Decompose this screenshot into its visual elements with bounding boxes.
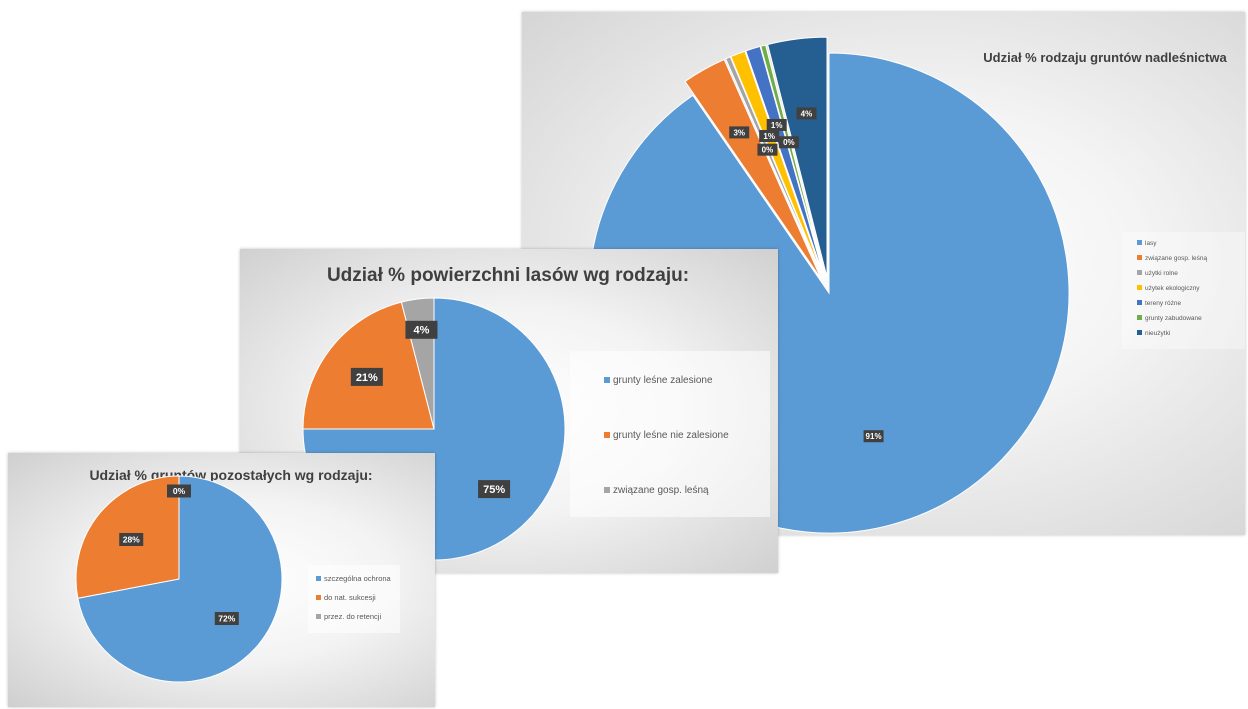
legend-label: grunty leśne zalesione — [613, 375, 713, 386]
legend-item: do nat. sukcesji — [316, 593, 376, 602]
legend-item: związane gosp. leśną — [604, 485, 709, 496]
data-label-box — [405, 320, 438, 339]
legend-item: tereny różne — [1137, 300, 1182, 307]
legend-box — [570, 351, 770, 517]
chart-panel-other-land: Udział % gruntów pozostałych wg rodzaju:… — [8, 453, 435, 707]
legend-item: użytek ekologiczny — [1137, 285, 1200, 292]
data-label: 21% — [350, 367, 383, 386]
data-label-box — [729, 126, 750, 139]
data-label: 72% — [214, 612, 239, 626]
data-label-text: 91% — [866, 432, 882, 441]
legend-swatch — [316, 576, 321, 581]
legend-item: związane gosp. leśną — [1137, 255, 1208, 262]
chart-title: Udział % rodzaju gruntów nadleśnictwa — [983, 50, 1227, 65]
legend-label: związane gosp. leśną — [613, 485, 709, 496]
data-label: 4% — [405, 320, 438, 339]
pie-slice-związane-gosp.-leśną — [684, 58, 822, 280]
legend-swatch — [1137, 285, 1142, 290]
legend-swatch — [604, 377, 610, 383]
legend-box — [1122, 232, 1245, 349]
data-label: 1% — [759, 130, 780, 143]
data-label: 3% — [729, 126, 750, 139]
legend-swatch — [316, 614, 321, 619]
data-label-text: 72% — [218, 614, 235, 624]
legend-label: nieużytki — [1145, 330, 1170, 337]
legend-swatch — [1137, 315, 1142, 320]
data-label: 0% — [757, 143, 778, 156]
legend-swatch — [1137, 330, 1142, 335]
data-label-box — [759, 130, 780, 143]
data-label-text: 0% — [783, 138, 795, 147]
pie-slice-tereny-różne — [745, 45, 825, 278]
legend-swatch — [1137, 270, 1142, 275]
pie-slice-grunty-zabudowane — [760, 44, 826, 278]
data-label: 0% — [778, 136, 799, 149]
legend-box — [308, 565, 400, 633]
data-label-box — [778, 136, 799, 149]
pie-slice-grunty-leśne-nie-zalesione — [302, 301, 435, 430]
legend-label: lasy — [1145, 240, 1157, 247]
data-label-text: 0% — [762, 146, 774, 155]
pie-slice-użytki-rolne — [725, 56, 824, 279]
data-label-box — [796, 107, 817, 120]
data-label-box — [350, 367, 383, 386]
data-label: 75% — [478, 480, 511, 499]
legend-label: do nat. sukcesji — [324, 593, 376, 602]
legend-label: tereny różne — [1145, 300, 1182, 307]
data-label-text: 4% — [414, 325, 430, 337]
data-label-text: 4% — [801, 109, 813, 118]
legend-label: użytek ekologiczny — [1145, 285, 1200, 292]
data-label: 1% — [766, 118, 787, 131]
legend-item: lasy — [1137, 240, 1157, 247]
legend-label: grunty leśne nie zalesione — [613, 430, 729, 441]
legend-item: użytki rolne — [1137, 270, 1178, 277]
data-label-box — [863, 430, 884, 443]
data-label-text: 75% — [483, 484, 505, 496]
legend-swatch — [1137, 255, 1142, 260]
pie-slice-użytek-ekologiczny — [730, 50, 824, 279]
data-label: 91% — [863, 430, 884, 443]
legend-item: grunty leśne nie zalesione — [604, 430, 729, 441]
pie-slice-nieużytki — [767, 36, 828, 278]
data-label-box — [214, 612, 239, 626]
chart-title: Udział % powierzchni lasów wg rodzaju: — [327, 265, 689, 286]
pie-slice-szczególna-ochrona — [77, 475, 283, 683]
legend-swatch — [1137, 240, 1142, 245]
legend-swatch — [604, 487, 610, 493]
data-label-text: 3% — [733, 128, 745, 137]
pie-chart-other-land: Udział % gruntów pozostałych wg rodzaju:… — [75, 467, 400, 683]
legend-item: szczególna ochrona — [316, 574, 392, 583]
data-label-text: 1% — [771, 121, 783, 130]
data-label: 4% — [796, 107, 817, 120]
data-label-box — [766, 118, 787, 131]
data-label-box — [478, 480, 511, 499]
data-label-text: 1% — [763, 132, 775, 141]
legend-item: grunty zabudowane — [1137, 315, 1202, 322]
legend-swatch — [604, 432, 610, 438]
data-label-box — [119, 532, 144, 546]
chart-title: Udział % gruntów pozostałych wg rodzaju: — [89, 467, 372, 483]
data-label-box — [167, 484, 191, 498]
data-label: 28% — [119, 532, 144, 546]
legend-item: nieużytki — [1137, 330, 1170, 337]
legend-item: przez. do retencji — [316, 612, 381, 621]
legend-swatch — [316, 595, 321, 600]
legend-label: grunty zabudowane — [1145, 315, 1202, 322]
data-label: 0% — [167, 484, 191, 498]
data-label-box — [757, 143, 778, 156]
legend-label: związane gosp. leśną — [1145, 255, 1208, 262]
legend-label: szczególna ochrona — [324, 574, 392, 583]
legend-item: grunty leśne zalesione — [604, 375, 713, 386]
data-label-text: 28% — [123, 535, 140, 545]
legend-label: przez. do retencji — [324, 612, 381, 621]
legend-swatch — [1137, 300, 1142, 305]
data-label-text: 21% — [356, 372, 378, 384]
data-label-text: 0% — [173, 486, 186, 496]
legend-label: użytki rolne — [1145, 270, 1178, 277]
